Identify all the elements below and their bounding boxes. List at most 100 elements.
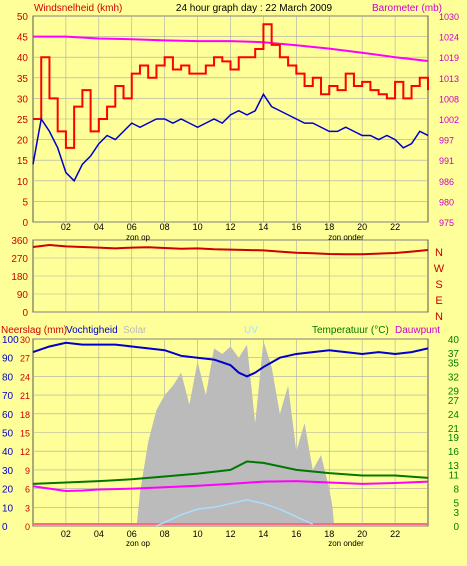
direction-tick-label: 0: [22, 308, 28, 319]
precipitation-tick-label: 24: [20, 372, 30, 382]
direction-label-w: W: [434, 263, 445, 275]
temperature-axis-title: Temperatuur (°C): [312, 325, 389, 336]
x-tick-label-top: 18: [324, 222, 334, 232]
humidity-tick-label: 40: [2, 447, 14, 458]
wind-average-line: [32, 92, 429, 183]
direction-tick-label: 180: [11, 272, 28, 283]
series-lines: [32, 23, 429, 527]
wind-tick-label: 10: [17, 177, 29, 188]
x-tick-label-bottom: 02: [61, 529, 71, 539]
temperature-tick-label: 24: [448, 410, 460, 421]
sunrise-marker-bottom: zon op: [126, 539, 151, 548]
wind-tick-label: 15: [17, 156, 29, 167]
humidity-tick-label: 90: [2, 354, 14, 365]
x-tick-label-top: 02: [61, 222, 71, 232]
dewpoint-axis-title: Dauwpunt: [395, 325, 440, 336]
temperature-tick-label: 32: [448, 372, 460, 383]
solar-title: Solar: [123, 325, 147, 336]
barometer-tick-label: 1002: [439, 115, 459, 125]
humidity-tick-label: 100: [2, 335, 19, 346]
humidity-tick-label: 30: [2, 466, 14, 477]
barometer-tick-label: 1024: [439, 33, 459, 43]
tick-labels: 0202040406060808101012121414161618182020…: [2, 12, 459, 539]
wind-gust-line: [33, 23, 429, 149]
x-tick-label-top: 08: [160, 222, 170, 232]
grid-lines: [33, 15, 428, 527]
temperature-tick-label: 35: [448, 358, 460, 369]
barometer-tick-label: 1008: [439, 94, 459, 104]
x-tick-label-top: 16: [291, 222, 301, 232]
humidity-tick-label: 80: [2, 372, 14, 383]
sunset-marker-top: zon onder: [328, 233, 364, 242]
x-tick-label-bottom: 12: [225, 529, 235, 539]
precipitation-tick-label: 21: [20, 391, 30, 401]
x-tick-label-top: 14: [258, 222, 268, 232]
temperature-tick-label: 5: [453, 499, 459, 510]
wind-tick-label: 40: [17, 53, 29, 64]
x-tick-label-bottom: 08: [160, 529, 170, 539]
wind-axis-title: Windsnelheid (kmh): [34, 3, 122, 14]
barometer-line: [33, 35, 429, 62]
direction-label-e: E: [435, 295, 442, 307]
humidity-tick-label: 70: [2, 391, 14, 402]
precipitation-tick-label: 0: [25, 522, 30, 532]
humidity-line: [32, 341, 429, 378]
precipitation-tick-label: 3: [25, 503, 30, 513]
x-tick-label-bottom: 10: [193, 529, 203, 539]
temperature-tick-label: 27: [448, 396, 460, 407]
x-tick-label-bottom: 06: [127, 529, 137, 539]
x-tick-label-bottom: 14: [258, 529, 268, 539]
temperature-line: [32, 460, 429, 485]
direction-label-n-top: N: [435, 247, 443, 259]
x-tick-label-top: 12: [225, 222, 235, 232]
direction-tick-label: 360: [11, 236, 28, 247]
x-tick-label-top: 20: [357, 222, 367, 232]
precipitation-bar: [33, 523, 428, 525]
temperature-tick-label: 3: [453, 508, 459, 519]
precipitation-tick-label: 9: [25, 466, 30, 476]
barometer-tick-label: 1013: [439, 74, 459, 84]
temperature-tick-label: 16: [448, 447, 460, 458]
humidity-tick-label: 0: [2, 522, 8, 533]
x-tick-label-top: 22: [390, 222, 400, 232]
barometer-tick-label: 1019: [439, 53, 459, 63]
direction-tick-label: 90: [17, 290, 29, 301]
wind-tick-label: 5: [22, 197, 28, 208]
humidity-tick-label: 60: [2, 410, 14, 421]
temperature-tick-label: 37: [448, 349, 460, 360]
direction-tick-label: 270: [11, 254, 28, 265]
direction-label-s: S: [435, 279, 442, 291]
wind-tick-label: 50: [17, 12, 29, 23]
wind-direction-line: [32, 243, 429, 256]
chart-title: 24 hour graph day : 22 March 2009: [176, 3, 333, 14]
wind-tick-label: 45: [17, 33, 29, 44]
wind-tick-label: 30: [17, 94, 29, 105]
x-tick-label-bottom: 20: [357, 529, 367, 539]
humidity-tick-label: 50: [2, 429, 14, 440]
temperature-tick-label: 21: [448, 424, 460, 435]
sunset-marker-bottom: zon onder: [328, 539, 364, 548]
x-tick-label-bottom: 16: [291, 529, 301, 539]
barometer-tick-label: 997: [439, 136, 454, 146]
x-tick-label-bottom: 04: [94, 529, 104, 539]
solar-area: [136, 340, 335, 526]
wind-tick-label: 20: [17, 136, 29, 147]
precipitation-tick-label: 15: [20, 429, 30, 439]
temperature-tick-label: 0: [453, 522, 459, 533]
dewpoint-line: [32, 480, 429, 492]
barometer-tick-label: 1030: [439, 12, 459, 22]
x-tick-label-bottom: 18: [324, 529, 334, 539]
temperature-tick-label: 11: [449, 471, 460, 482]
humidity-tick-label: 10: [2, 503, 14, 514]
precipitation-tick-label: 18: [20, 410, 30, 420]
precipitation-tick-label: 27: [20, 354, 30, 364]
precipitation-tick-label: 12: [20, 447, 30, 457]
barometer-tick-label: 975: [439, 218, 454, 228]
temperature-tick-label: 13: [448, 461, 460, 472]
temperature-tick-label: 19: [448, 433, 460, 444]
temperature-tick-label: 40: [448, 335, 460, 346]
barometer-tick-label: 980: [439, 197, 454, 207]
uv-line: [156, 499, 314, 527]
